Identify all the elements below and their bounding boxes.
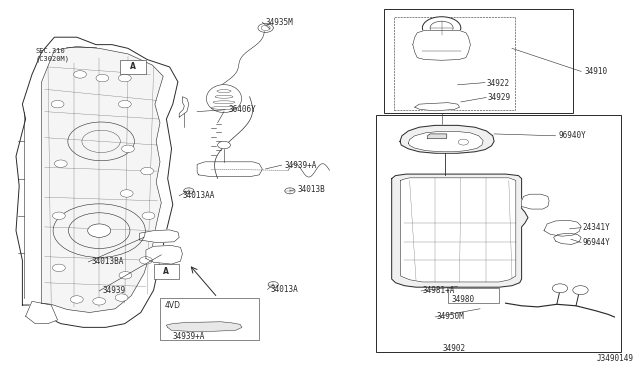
Polygon shape xyxy=(392,174,528,287)
Polygon shape xyxy=(522,194,549,209)
Circle shape xyxy=(422,17,461,39)
Bar xyxy=(448,288,499,303)
Circle shape xyxy=(141,167,154,175)
Polygon shape xyxy=(16,37,178,327)
Polygon shape xyxy=(428,134,447,138)
Text: 34013B: 34013B xyxy=(298,185,325,194)
Text: A: A xyxy=(130,62,136,71)
Circle shape xyxy=(119,272,132,279)
Polygon shape xyxy=(554,233,581,244)
Circle shape xyxy=(52,212,65,219)
Polygon shape xyxy=(166,322,242,332)
Text: A: A xyxy=(163,267,170,276)
Circle shape xyxy=(552,284,568,293)
Circle shape xyxy=(285,188,295,194)
Text: 34980: 34980 xyxy=(451,295,474,304)
Bar xyxy=(376,115,621,352)
Bar xyxy=(384,9,573,113)
Bar xyxy=(394,17,515,110)
Polygon shape xyxy=(26,301,58,324)
Circle shape xyxy=(88,224,111,237)
Bar xyxy=(160,298,259,340)
Circle shape xyxy=(118,74,131,82)
Polygon shape xyxy=(42,46,163,312)
Text: 36406Y: 36406Y xyxy=(228,105,256,114)
Text: 34939+A: 34939+A xyxy=(285,161,317,170)
FancyBboxPatch shape xyxy=(120,60,146,74)
Circle shape xyxy=(118,100,131,108)
Polygon shape xyxy=(140,230,179,243)
Text: 24341Y: 24341Y xyxy=(582,223,610,232)
Polygon shape xyxy=(146,246,182,264)
Text: 34013A: 34013A xyxy=(271,285,298,294)
Text: 4VD: 4VD xyxy=(165,301,181,310)
Text: 34950M: 34950M xyxy=(436,312,464,321)
Text: 34013AA: 34013AA xyxy=(182,191,215,200)
Circle shape xyxy=(74,71,86,78)
Text: 34939+A: 34939+A xyxy=(173,332,205,341)
Text: 34013BA: 34013BA xyxy=(92,257,124,266)
Circle shape xyxy=(51,100,64,108)
Circle shape xyxy=(120,190,133,197)
Text: 96940Y: 96940Y xyxy=(559,131,586,140)
Circle shape xyxy=(70,296,83,303)
Circle shape xyxy=(54,160,67,167)
Ellipse shape xyxy=(206,84,242,112)
Circle shape xyxy=(93,298,106,305)
Circle shape xyxy=(458,139,468,145)
Text: 34939: 34939 xyxy=(102,286,125,295)
Polygon shape xyxy=(179,97,189,117)
Circle shape xyxy=(268,282,278,288)
Circle shape xyxy=(122,145,134,153)
Text: 34902: 34902 xyxy=(443,344,466,353)
Text: 34981+A: 34981+A xyxy=(422,286,455,295)
Polygon shape xyxy=(415,103,460,111)
Text: 34910: 34910 xyxy=(584,67,607,76)
Text: J3490149: J3490149 xyxy=(596,354,634,363)
Polygon shape xyxy=(197,162,262,177)
Circle shape xyxy=(96,74,109,82)
Circle shape xyxy=(218,141,230,149)
Polygon shape xyxy=(400,125,494,153)
Polygon shape xyxy=(413,31,470,60)
Circle shape xyxy=(115,294,128,301)
Text: 34922: 34922 xyxy=(486,79,509,88)
Polygon shape xyxy=(544,220,581,236)
Circle shape xyxy=(142,212,155,219)
Circle shape xyxy=(184,188,194,194)
Polygon shape xyxy=(408,131,483,152)
Text: 34929: 34929 xyxy=(488,93,511,102)
Circle shape xyxy=(140,257,152,264)
Text: 34935M: 34935M xyxy=(266,18,293,27)
Circle shape xyxy=(573,286,588,295)
Polygon shape xyxy=(401,178,516,282)
Circle shape xyxy=(52,264,65,272)
Text: 96944Y: 96944Y xyxy=(582,238,610,247)
Text: SEC.310
(C3020M): SEC.310 (C3020M) xyxy=(35,48,69,62)
FancyBboxPatch shape xyxy=(154,264,179,279)
